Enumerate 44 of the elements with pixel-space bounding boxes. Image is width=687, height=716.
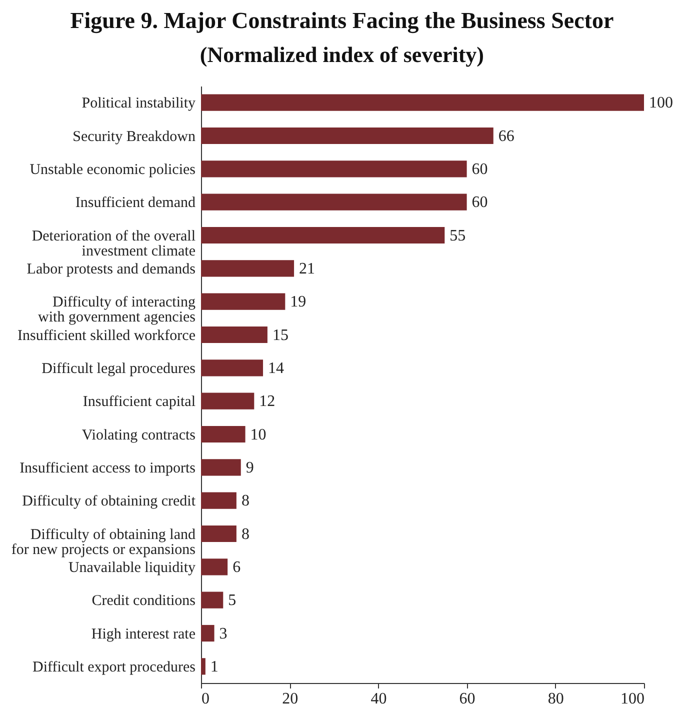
y-tick-label: Insufficient skilled workforce: [17, 328, 196, 344]
y-tick-label: Insufficient demand: [75, 195, 196, 212]
chart-title: Figure 9. Major Constraints Facing the Business Sector: [70, 8, 614, 34]
x-tick-label: 0: [202, 690, 210, 708]
x-tick-label: 80: [548, 690, 564, 708]
data-label: 21: [299, 260, 316, 278]
x-tick-label: 40: [370, 690, 387, 708]
data-label: 3: [219, 625, 228, 642]
data-label: 14: [268, 360, 284, 377]
y-tick-label: Security Breakdown: [72, 128, 196, 145]
data-label: 10: [250, 426, 266, 444]
chart-subtitle: (Normalized index of severity): [200, 42, 484, 67]
data-label: 12: [259, 393, 276, 410]
data-label: 6: [232, 558, 241, 576]
y-tick-label: Deterioration of the overall investment climate: [32, 228, 196, 260]
y-tick-label: High interest rate: [91, 626, 196, 642]
y-tick-label: Labor protests and demands: [26, 261, 196, 278]
x-tick-label: 100: [620, 690, 644, 708]
y-tick-label: Difficulty of obtaining land for new projects or expansions: [11, 526, 196, 558]
y-tick-label: Credit conditions: [92, 593, 196, 610]
y-tick-label: Insufficient access to imports: [20, 460, 196, 476]
data-label: 5: [228, 592, 236, 610]
y-tick-label: Political instability: [82, 96, 196, 112]
data-label: 66: [498, 128, 514, 145]
data-label: 19: [290, 294, 306, 311]
data-label: 55: [450, 227, 466, 244]
y-tick-label: Insufficient capital: [82, 394, 196, 410]
data-label: 1: [210, 658, 218, 676]
x-tick-label: 20: [282, 690, 298, 708]
data-label: 9: [246, 459, 254, 476]
y-tick-label: Violating contracts: [82, 427, 196, 444]
data-label: 100: [649, 94, 673, 112]
y-tick-label: Difficult legal procedures: [42, 360, 196, 377]
data-label: 60: [472, 194, 488, 212]
data-label: 15: [272, 326, 288, 344]
data-label: 8: [241, 492, 250, 510]
y-tick-label: Difficulty of interacting with government agencies: [38, 294, 196, 326]
y-tick-label: Difficulty of obtaining credit: [22, 494, 196, 510]
y-tick-label: Unavailable liquidity: [68, 560, 196, 576]
data-label: 60: [472, 160, 488, 178]
y-tick-label: Difficult export procedures: [32, 659, 196, 676]
x-tick-label: 60: [459, 690, 476, 708]
data-label: 8: [241, 526, 250, 543]
y-tick-label: Unstable economic policies: [30, 162, 196, 178]
